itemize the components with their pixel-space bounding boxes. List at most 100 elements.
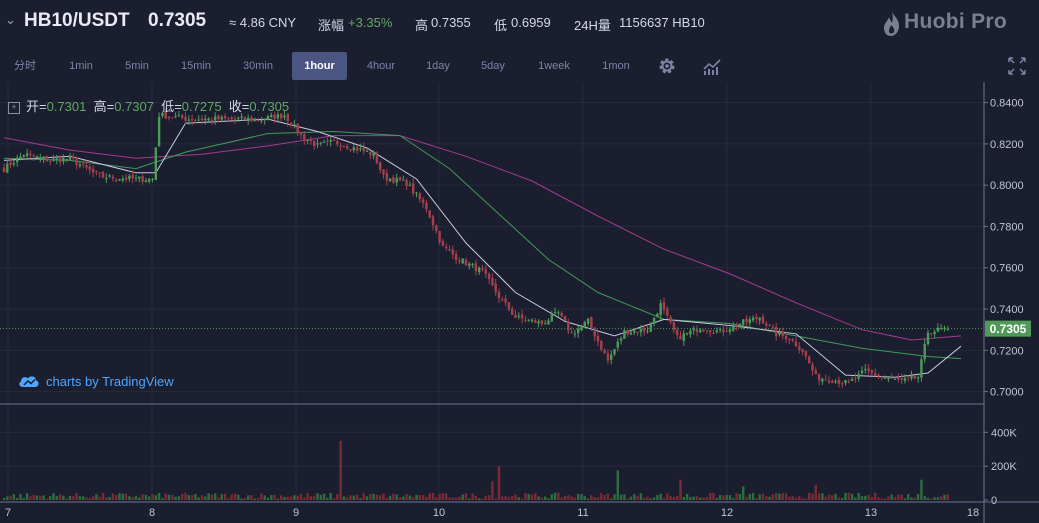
candle-body [177, 115, 181, 117]
volume-bar [322, 493, 326, 500]
tab-1week[interactable]: 1week [538, 60, 570, 72]
volume-bar [167, 494, 171, 500]
indicator-icon[interactable] [702, 56, 722, 76]
candle-body [761, 316, 765, 324]
candle-body [544, 323, 547, 325]
candle-body [547, 320, 550, 325]
ma-mid-line [3, 130, 962, 360]
tab-timeshare[interactable]: 分时 [14, 60, 36, 72]
volume-bar [309, 495, 313, 500]
candle-body [451, 249, 454, 255]
volume-bar [481, 498, 484, 500]
candle-body [210, 119, 214, 121]
fullscreen-icon[interactable] [1007, 56, 1027, 76]
volume-bar [903, 498, 907, 500]
volume-bar [365, 496, 369, 500]
candle-body [141, 176, 144, 182]
tab-30min[interactable]: 30min [243, 60, 273, 72]
candle-body [629, 332, 633, 335]
tab-5min[interactable]: 5min [125, 60, 149, 72]
candle-body [883, 377, 887, 379]
candle-body [75, 157, 78, 165]
candle-body [101, 171, 105, 178]
volume-bar [6, 496, 9, 500]
tab-1min[interactable]: 1min [69, 60, 93, 72]
candle-body [821, 378, 824, 382]
candle-body [322, 141, 326, 143]
candle-body [636, 331, 639, 333]
tab-15min[interactable]: 15min [181, 60, 211, 72]
volume-bar [771, 494, 775, 500]
candle-body [88, 166, 91, 170]
candle-body [454, 254, 458, 260]
tab-5day[interactable]: 5day [481, 60, 505, 72]
tab-1mon[interactable]: 1mon [602, 60, 630, 72]
volume-bar [161, 498, 164, 500]
volume-bar [339, 440, 342, 500]
volume-bar [765, 496, 768, 500]
candle-body [379, 162, 382, 171]
low-value: 0.6959 [511, 15, 551, 30]
volume-bar [540, 497, 544, 500]
volume-bar [121, 493, 124, 500]
candle-body [933, 331, 936, 335]
candle-body [497, 291, 501, 299]
volume-bar [128, 496, 131, 500]
candle-body [197, 119, 200, 121]
tab-1hour[interactable]: 1hour [292, 52, 347, 80]
volume-value: 1156637 HB10 [619, 15, 705, 30]
candlestick-chart[interactable]: 0.7305 0.8400 0.8200 0.8000 0.7800 0.7600 0.74… [0, 82, 1039, 523]
candle-body [415, 192, 418, 194]
candle-body [319, 142, 322, 144]
volume-bar [702, 497, 705, 500]
volume-bar [728, 495, 732, 500]
volume-bar [824, 496, 827, 500]
candle-body [375, 152, 379, 164]
candle-body [25, 153, 29, 157]
pair-name[interactable]: HB10/USDT [24, 10, 130, 31]
candle-body [461, 258, 464, 264]
volume-bar [42, 495, 45, 500]
candle-body [167, 117, 171, 119]
candle-body [230, 117, 233, 119]
volume-bar [679, 479, 682, 500]
candle-body [652, 317, 656, 324]
tab-1day[interactable]: 1day [426, 60, 450, 72]
candle-body [715, 330, 718, 333]
candle-body [530, 319, 534, 321]
volume-bar [864, 495, 867, 500]
candle-body [563, 316, 567, 321]
candle-body [385, 173, 388, 181]
candle-body [613, 349, 616, 355]
volume-bar [78, 496, 82, 500]
cloud-icon [19, 376, 39, 387]
candle-body [286, 114, 289, 122]
chevron-down-icon[interactable]: ⌄ [5, 12, 16, 27]
candle-body [817, 374, 821, 381]
settings-icon[interactable] [657, 56, 677, 76]
candle-body [860, 370, 864, 374]
volume-bar [181, 493, 184, 500]
candle-body [204, 118, 207, 121]
tradingview-branding[interactable]: charts by TradingView [18, 374, 174, 389]
candle-body [263, 119, 266, 121]
candle-body [930, 333, 933, 335]
last-price: 0.7305 [148, 10, 207, 31]
candle-body [590, 317, 593, 329]
candle-body [58, 158, 62, 163]
x-tick-label: 18 [967, 507, 979, 519]
volume-bar [214, 493, 217, 500]
tab-4hour[interactable]: 4hour [366, 60, 396, 72]
volume-bar [65, 498, 68, 500]
candle-body [527, 319, 530, 321]
volume-bar [946, 494, 949, 500]
volume-bar [250, 495, 253, 500]
volume-bar [943, 494, 946, 500]
candle-body [121, 178, 124, 181]
legend-toggle-icon[interactable]: + [8, 102, 20, 114]
candle-body [903, 378, 907, 381]
volume-bar [534, 493, 537, 500]
volume-bar [893, 496, 897, 500]
volume-bar [827, 494, 831, 500]
candle-body [494, 283, 497, 293]
